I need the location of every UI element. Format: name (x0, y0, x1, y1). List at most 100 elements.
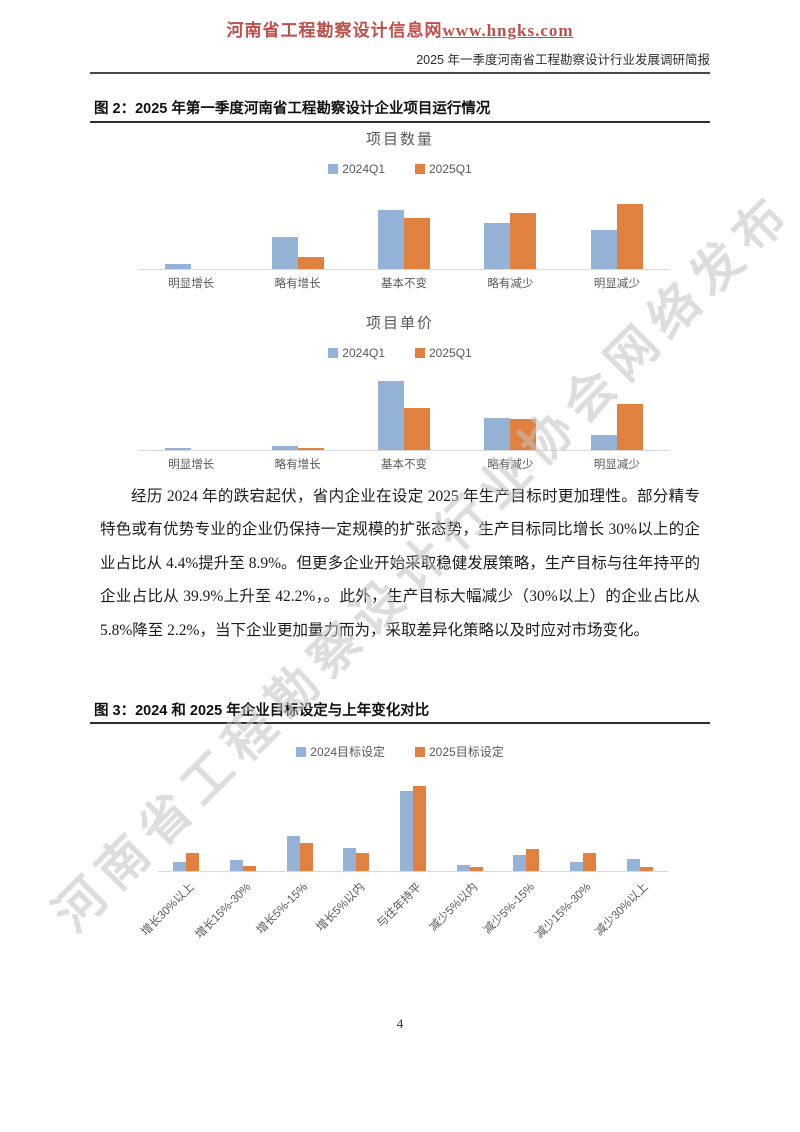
x-axis-label-5: 明显减少 (564, 456, 670, 472)
bar-series-2-cat-1 (186, 853, 200, 871)
bar-group-5 (590, 374, 643, 450)
x-axis-label-9: 减少30%以上 (593, 872, 668, 950)
chart-target-setting-comparison: 2024目标设定 2025目标设定 增长30%以上 增长15%-30% 增长5%-1… (90, 730, 710, 950)
bar-series-1-cat-8 (569, 862, 583, 871)
report-subtitle: 2025 年一季度河南省工程勘察设计行业发展调研简报 (416, 53, 710, 67)
bar-series-1-cat-4 (343, 848, 357, 871)
bar-group-4 (484, 374, 537, 450)
x-axis-label-text: 略有增长 (274, 278, 321, 290)
bar-series-2-cat-3 (403, 408, 430, 450)
chart1-x-axis-labels: 明显增长 略有增长 基本不变 略有减少 明显减少 (138, 270, 670, 291)
chart3-legend: 2024目标设定 2025目标设定 (90, 743, 710, 760)
x-axis-label-text: 基本不变 (381, 278, 428, 290)
x-axis-label-text: 明显增长 (168, 278, 215, 290)
bar-series-1-cat-7 (513, 855, 527, 871)
bar-series-1-cat-5 (590, 230, 617, 269)
bar-series-1-cat-9 (626, 859, 640, 871)
legend-label-2024q1: 2024Q1 (342, 346, 385, 360)
bar-group-2 (271, 374, 324, 450)
bar-group-5 (399, 772, 426, 871)
legend-item-2024-target: 2024目标设定 (296, 743, 385, 760)
bar-series-2-cat-4 (356, 853, 370, 871)
legend-item-2025q1: 2025Q1 (415, 162, 472, 176)
bar-series-2-cat-5 (616, 404, 643, 450)
bar-series-2-cat-3 (403, 218, 430, 269)
bar-series-2-cat-6 (469, 867, 483, 871)
legend-swatch-2025-target (415, 746, 425, 757)
bar-series-2-cat-2 (297, 257, 324, 269)
figure2-caption: 图 2：2025 年第一季度河南省工程勘察设计企业项目运行情况 (94, 101, 491, 117)
figure3-caption: 图 3：2024 和 2025 年企业目标设定与上年变化对比 (94, 703, 430, 719)
chart2-title: 项目单价 (365, 315, 434, 332)
figure2-divider-line (90, 121, 710, 123)
chart3-x-axis-labels: 增长30%以上 增长15%-30% 增长5%-15% 增长5%以内 与往年持平 减少5%以… (140, 872, 668, 950)
x-axis-label-6: 减少5%以内 (428, 872, 498, 950)
x-axis-label-4: 略有减少 (457, 275, 563, 291)
chart1-plot-area (138, 190, 670, 270)
legend-label-2025q1: 2025Q1 (429, 346, 472, 360)
legend-item-2024q1: 2024Q1 (328, 346, 385, 360)
bar-series-1-cat-5 (590, 435, 617, 450)
legend-item-2025q1: 2025Q1 (415, 346, 472, 360)
bar-group-3 (286, 772, 313, 871)
bar-series-2-cat-3 (299, 843, 313, 871)
header-divider-line (90, 72, 710, 74)
x-axis-label-text: 略有增长 (274, 459, 321, 471)
bar-series-2-cat-5 (412, 786, 426, 871)
chart2-x-axis-labels: 明显增长 略有增长 基本不变 略有减少 明显减少 (138, 451, 670, 472)
x-axis-label-4: 增长5%以内 (314, 872, 385, 950)
bar-series-1-cat-2 (271, 446, 298, 450)
bar-series-1-cat-4 (484, 418, 511, 450)
bar-series-2-cat-9 (639, 867, 653, 871)
legend-label-2024-target: 2024目标设定 (310, 745, 385, 759)
x-axis-label-text: 基本不变 (381, 459, 428, 471)
x-axis-label-1: 明显增长 (138, 275, 244, 291)
x-axis-label-3: 增长5%-15% (255, 872, 328, 950)
x-axis-label-2: 增长15%-30% (194, 872, 272, 950)
bar-group-9 (626, 772, 653, 871)
x-axis-label-text: 增长30%以上 (139, 881, 197, 939)
legend-label-2025-target: 2025目标设定 (429, 745, 504, 759)
bar-series-2-cat-2 (242, 866, 256, 871)
body-paragraph: 经历 2024 年的跌宕起伏，省内企业在设定 2025 年生产目标时更加理性。部… (100, 488, 700, 639)
bar-group-3 (377, 190, 430, 269)
x-axis-label-2: 略有增长 (244, 456, 350, 472)
bar-series-1-cat-3 (377, 381, 404, 450)
x-axis-label-text: 明显增长 (168, 459, 215, 471)
site-header-title: 河南省工程勘察设计信息网www.hngks.com (0, 16, 800, 41)
x-axis-label-text: 明显减少 (593, 459, 640, 471)
site-url-link[interactable]: www.hngks.com (442, 21, 574, 40)
legend-label-2025q1: 2025Q1 (429, 162, 472, 176)
legend-swatch-2024q1 (328, 164, 339, 174)
bar-series-1-cat-2 (229, 860, 243, 871)
bar-group-4 (343, 772, 370, 871)
legend-item-2024q1: 2024Q1 (328, 162, 385, 176)
x-axis-label-text: 略有减少 (487, 278, 534, 290)
bar-series-1-cat-3 (377, 210, 404, 269)
chart-project-unit-price: 项目单价 2024Q1 2025Q1 明显增长 略有增长 基本不变 略有减少 明显减少 (90, 312, 710, 472)
bar-group-1 (173, 772, 200, 871)
chart1-legend: 2024Q1 2025Q1 (90, 162, 710, 176)
bar-series-2-cat-7 (526, 849, 540, 871)
x-axis-label-5: 明显减少 (564, 275, 670, 291)
site-name: 河南省工程勘察设计信息网 (226, 21, 443, 40)
bar-group-5 (590, 190, 643, 269)
bar-series-2-cat-2 (297, 448, 324, 450)
bar-group-3 (377, 374, 430, 450)
x-axis-label-text: 明显减少 (593, 278, 640, 290)
bar-group-8 (569, 772, 596, 871)
chart3-plot-area (158, 772, 668, 872)
bar-group-1 (165, 190, 217, 269)
bar-group-6 (456, 772, 483, 871)
bar-series-2-cat-4 (510, 213, 537, 269)
legend-swatch-2025q1 (415, 348, 425, 358)
chart-project-count: 项目数量 2024Q1 2025Q1 明显增长 略有增长 基本不变 略有减少 明显减少 (90, 128, 710, 291)
bar-series-1-cat-5 (399, 791, 413, 871)
chart2-plot-area (138, 374, 670, 451)
chart1-title: 项目数量 (365, 131, 434, 148)
x-axis-label-5: 与往年持平 (374, 872, 442, 950)
legend-swatch-2025q1 (415, 164, 425, 174)
figure3-divider-line (90, 722, 710, 724)
legend-swatch-2024q1 (328, 348, 339, 358)
legend-item-2025-target: 2025目标设定 (415, 743, 504, 760)
